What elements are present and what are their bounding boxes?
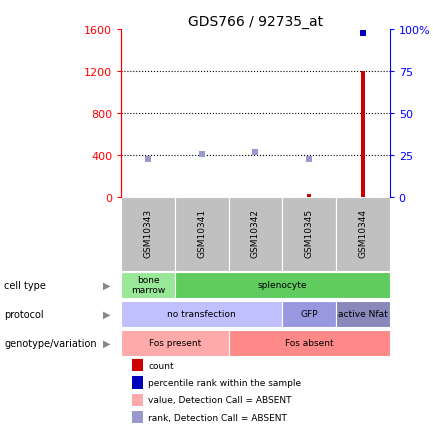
Bar: [121, 330, 229, 356]
Text: GSM10343: GSM10343: [144, 209, 152, 258]
Text: active Nfat: active Nfat: [338, 309, 388, 318]
Bar: [229, 198, 282, 271]
Bar: [336, 198, 390, 271]
Text: ▶: ▶: [103, 338, 110, 348]
Bar: [121, 273, 175, 298]
Bar: [121, 301, 282, 327]
Bar: [229, 330, 390, 356]
Bar: [175, 273, 390, 298]
Text: ▶: ▶: [103, 280, 110, 290]
Bar: [132, 359, 143, 372]
Bar: [282, 198, 336, 271]
Point: [359, 30, 366, 37]
Bar: [336, 301, 390, 327]
Text: GSM10342: GSM10342: [251, 209, 260, 258]
Text: value, Detection Call = ABSENT: value, Detection Call = ABSENT: [148, 395, 291, 404]
Text: protocol: protocol: [4, 309, 44, 319]
Text: percentile rank within the sample: percentile rank within the sample: [148, 378, 301, 387]
Point: [306, 157, 313, 164]
Bar: [132, 377, 143, 389]
Text: GFP: GFP: [301, 309, 318, 318]
Text: GSM10345: GSM10345: [305, 209, 313, 258]
Bar: [132, 411, 143, 423]
Point: [198, 151, 205, 158]
Point: [145, 157, 152, 164]
Bar: [175, 198, 229, 271]
Bar: [282, 301, 336, 327]
Bar: [307, 194, 311, 198]
Text: bone
marrow: bone marrow: [131, 275, 165, 295]
Text: GSM10344: GSM10344: [359, 209, 367, 258]
Point: [252, 149, 259, 156]
Title: GDS766 / 92735_at: GDS766 / 92735_at: [188, 15, 323, 30]
Text: genotype/variation: genotype/variation: [4, 338, 97, 348]
Text: cell type: cell type: [4, 280, 46, 290]
Text: rank, Detection Call = ABSENT: rank, Detection Call = ABSENT: [148, 413, 287, 422]
Bar: [121, 198, 175, 271]
Text: splenocyte: splenocyte: [258, 280, 307, 289]
Text: Fos absent: Fos absent: [285, 338, 333, 347]
Text: GSM10341: GSM10341: [197, 209, 206, 258]
Text: ▶: ▶: [103, 309, 110, 319]
Text: Fos present: Fos present: [149, 338, 201, 347]
Bar: [361, 72, 365, 198]
Text: no transfection: no transfection: [168, 309, 236, 318]
Bar: [132, 394, 143, 406]
Text: count: count: [148, 361, 174, 370]
